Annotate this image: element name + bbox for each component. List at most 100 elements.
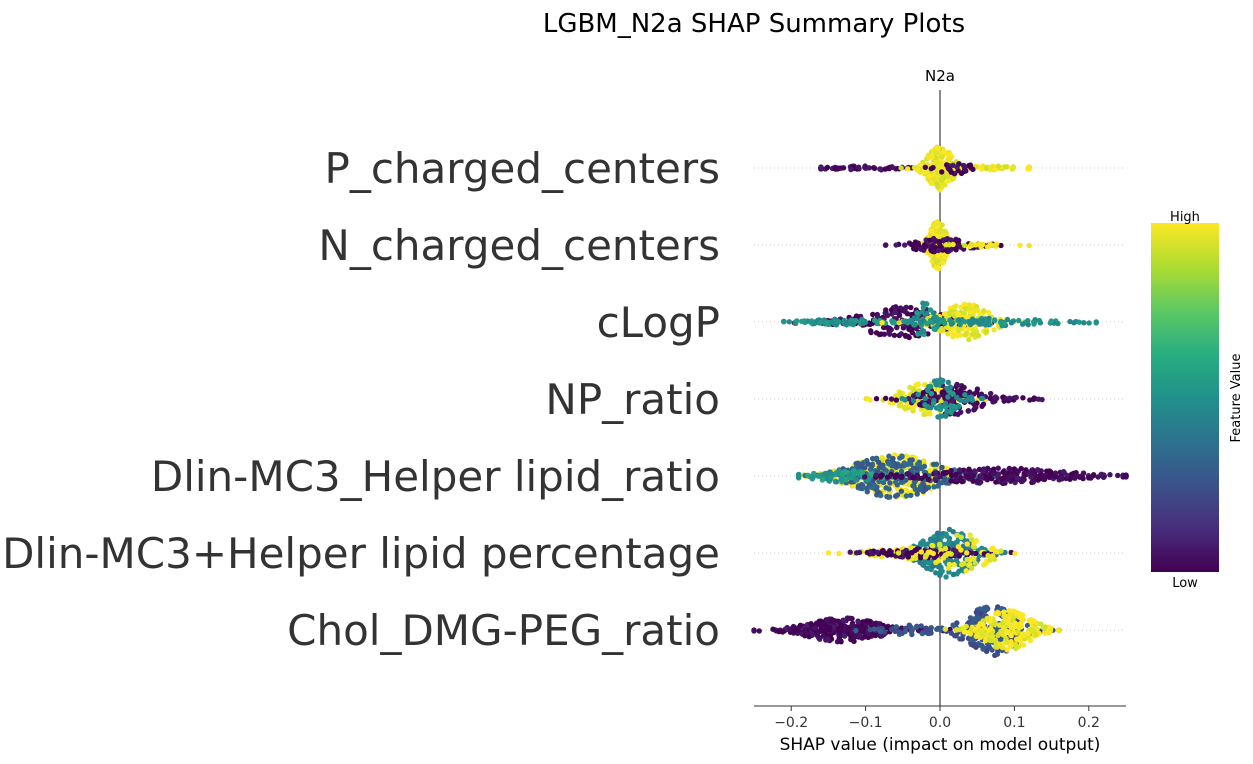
shap-point xyxy=(918,549,925,555)
shap-point xyxy=(931,256,937,262)
shap-point xyxy=(927,383,934,390)
shap-point xyxy=(992,166,998,173)
shap-point xyxy=(848,479,854,485)
shap-point xyxy=(933,570,939,576)
shap-point xyxy=(987,637,993,643)
shap-point xyxy=(884,474,891,480)
shap-point xyxy=(880,479,887,486)
shap-point xyxy=(957,321,963,328)
shap-point xyxy=(1001,320,1007,326)
shap-point xyxy=(882,242,889,248)
shap-point xyxy=(995,465,1001,471)
shap-point xyxy=(957,636,963,642)
shap-point xyxy=(978,627,985,633)
shap-point xyxy=(954,381,960,388)
shap-point xyxy=(818,319,824,326)
shap-point xyxy=(1000,624,1007,631)
shap-point xyxy=(979,643,986,650)
shap-point xyxy=(935,414,941,420)
shap-point xyxy=(961,318,968,325)
shap-point xyxy=(963,550,970,556)
shap-point xyxy=(840,617,846,623)
shap-point xyxy=(944,465,950,472)
shap-point xyxy=(931,176,938,182)
shap-point xyxy=(927,549,933,555)
shap-point xyxy=(937,229,943,235)
shap-point xyxy=(1023,467,1029,473)
shap-point xyxy=(984,476,990,483)
shap-point xyxy=(862,474,868,480)
shap-point xyxy=(921,458,927,464)
shap-point xyxy=(902,308,908,315)
shap-point xyxy=(786,319,792,325)
shap-point xyxy=(1067,318,1073,325)
shap-point xyxy=(953,627,960,633)
shap-point xyxy=(925,476,932,483)
shap-point xyxy=(934,536,941,543)
shap-point xyxy=(983,328,990,335)
shap-point xyxy=(962,305,968,312)
shap-point xyxy=(990,553,996,559)
shap-point xyxy=(950,241,956,248)
shap-point xyxy=(938,534,945,540)
shap-point xyxy=(947,384,954,390)
shap-point xyxy=(879,548,885,555)
shap-point xyxy=(1003,396,1010,402)
shap-point xyxy=(915,461,921,467)
shap-point xyxy=(1006,465,1013,472)
shap-point xyxy=(958,534,964,540)
shap-point xyxy=(892,309,898,316)
shap-point xyxy=(879,472,885,478)
shap-point xyxy=(963,568,969,574)
shap-point xyxy=(1090,472,1097,478)
colorbar-title: Feature Value xyxy=(1229,354,1244,443)
shap-point xyxy=(989,631,995,637)
shap-point xyxy=(913,624,919,631)
shap-point xyxy=(930,235,937,242)
shap-point xyxy=(890,455,896,462)
shap-point xyxy=(846,626,852,632)
shap-point xyxy=(991,621,998,627)
shap-point xyxy=(1086,320,1092,326)
shap-point xyxy=(914,491,920,497)
shap-point xyxy=(925,410,931,416)
shap-point xyxy=(968,241,974,247)
shap-point xyxy=(951,561,957,568)
shap-point xyxy=(930,461,937,468)
shap-point xyxy=(855,469,861,476)
shap-point xyxy=(887,494,893,500)
shap-point xyxy=(906,481,912,488)
shap-point xyxy=(1015,628,1021,635)
shap-point xyxy=(856,164,862,170)
shap-point xyxy=(1064,472,1070,479)
shap-point xyxy=(904,551,910,557)
shap-point xyxy=(875,620,881,627)
shap-point xyxy=(972,560,979,566)
shap-point xyxy=(902,461,908,467)
shap-point xyxy=(920,317,926,323)
shap-point xyxy=(801,318,808,324)
shap-point xyxy=(943,412,949,418)
shap-point xyxy=(921,463,928,470)
shap-point xyxy=(986,315,992,322)
colorbar xyxy=(1151,223,1219,572)
shap-point xyxy=(928,228,935,234)
shap-point xyxy=(1000,469,1006,475)
shap-point xyxy=(1030,396,1036,402)
shap-point xyxy=(1039,396,1045,403)
shap-point xyxy=(914,381,921,387)
colorbar-high-label: High xyxy=(1170,210,1200,225)
shap-point xyxy=(910,398,917,404)
shap-point xyxy=(962,392,968,398)
shap-point xyxy=(927,627,934,633)
shap-point xyxy=(964,556,970,563)
shap-point xyxy=(781,318,787,325)
shap-point xyxy=(812,320,818,327)
feature-label: N_charged_centers xyxy=(318,221,720,270)
shap-point xyxy=(883,485,889,491)
shap-point xyxy=(858,461,865,467)
shap-point xyxy=(932,326,938,333)
shap-point xyxy=(942,626,949,632)
shap-point xyxy=(990,470,996,476)
